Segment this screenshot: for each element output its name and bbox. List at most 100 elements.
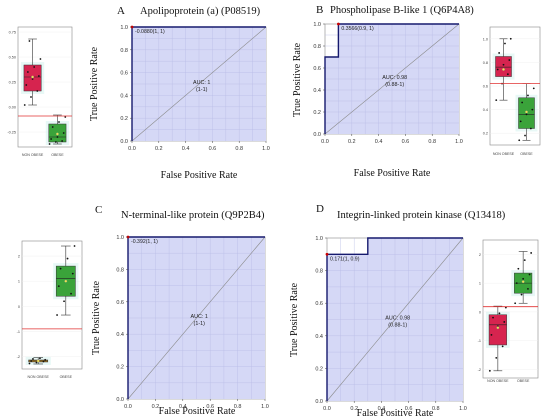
box-point	[504, 306, 507, 309]
x-tick-label: 0.2	[152, 404, 160, 410]
x-tick-label: 1.0	[459, 406, 467, 412]
boxplot-y-tick: 0.6	[483, 85, 488, 89]
box-point	[495, 356, 498, 359]
y-axis-title: True Positive Rate	[91, 280, 102, 355]
x-tick-label: 0.8	[428, 139, 436, 145]
boxplot-y-tick: -1	[478, 339, 481, 343]
cutoff-label: -0.392(1, 1)	[131, 239, 158, 245]
box-mean	[502, 68, 505, 71]
box-point	[35, 361, 38, 364]
panel-letter: D	[316, 203, 324, 215]
cutoff-label: 0.3566(0.9, 1)	[341, 26, 374, 32]
y-tick-label: 1.0	[313, 22, 321, 28]
x-tick-label: 1.0	[455, 139, 463, 145]
box-point	[73, 245, 76, 247]
box-mean	[56, 132, 59, 136]
y-tick-label: 0.8	[116, 267, 124, 273]
boxplot-frame	[482, 239, 539, 379]
box-point	[529, 127, 532, 130]
box-non-obese: NON OBESE	[486, 305, 510, 383]
boxplot-category-label: NON OBESE	[487, 379, 509, 383]
box-point	[531, 108, 534, 111]
boxplot-y-tick: 0	[18, 305, 20, 309]
boxplot-y-tick: 2	[479, 253, 481, 257]
roc-panel-d: D Integrin-linked protein kinase (Q13418)…	[289, 203, 539, 416]
boxplot-y-tick: -2	[478, 368, 481, 372]
auc-ci: (1-1)	[196, 87, 208, 93]
y-tick-label: 0.4	[116, 332, 124, 338]
box-point	[496, 68, 499, 71]
y-tick-label: 0.6	[120, 71, 128, 77]
y-tick-label: 0.6	[116, 300, 124, 306]
box-point	[492, 316, 494, 319]
x-axis-title: False Positive Rate	[354, 168, 431, 179]
x-tick-label: 0.4	[179, 404, 187, 410]
cutoff-point	[337, 22, 340, 26]
x-tick-label: 1.0	[261, 404, 269, 410]
box-obese: OBESE	[53, 245, 79, 379]
panel-title: N-terminal-like protein (Q9P2B4)	[121, 210, 265, 221]
boxplot-y-tick: -2	[17, 355, 20, 359]
box-mean	[525, 110, 528, 114]
box-point	[502, 63, 505, 66]
box-point	[30, 360, 33, 362]
x-tick-label: 0.6	[402, 139, 410, 145]
box-point	[525, 113, 528, 116]
x-axis-title: False Positive Rate	[159, 406, 236, 416]
box-point	[63, 300, 65, 303]
box-mean	[31, 75, 34, 79]
box-point	[506, 73, 509, 76]
x-tick-label: 0.4	[378, 406, 386, 412]
box-point	[25, 84, 28, 86]
boxplot-y-tick: 0.8	[483, 61, 488, 65]
x-tick-label: 0.8	[235, 146, 243, 152]
box-point	[54, 141, 57, 143]
boxplot-y-tick: 2	[18, 255, 20, 259]
box-mean	[36, 359, 40, 363]
boxplot-y-tick: 1	[479, 282, 481, 286]
boxplot-y-tick: 0.50	[9, 56, 16, 60]
y-tick-label: 1.0	[315, 236, 323, 242]
y-tick-label: 0.6	[313, 66, 321, 72]
box-point	[50, 138, 53, 140]
auc-ci: (0.88-1)	[385, 82, 404, 88]
y-tick-label: 1.0	[120, 25, 128, 31]
box-point	[504, 42, 506, 45]
box-point	[528, 273, 531, 276]
panel-title: Integrin-linked protein kinase (Q13418)	[337, 210, 506, 221]
box-point	[527, 287, 529, 290]
box-obese: OBESE	[515, 83, 538, 156]
box-point	[48, 143, 51, 145]
box-point	[523, 259, 526, 262]
x-axis-title: False Positive Rate	[161, 170, 238, 181]
box-obese: OBESE	[511, 251, 535, 383]
box-point	[56, 314, 58, 316]
boxplot-y-tick: 0.4	[483, 108, 488, 112]
y-tick-label: 0.0	[120, 139, 128, 145]
box-point	[66, 257, 69, 260]
box-point	[532, 87, 535, 90]
boxplot-inset: 2 1 0 -1 -2 NON OBESE OBESE	[478, 239, 539, 383]
auc-label: AUC: 1	[191, 314, 208, 320]
box-point	[495, 99, 498, 102]
y-tick-label: 0.2	[116, 365, 124, 371]
y-tick-label: 0.4	[313, 88, 321, 94]
box-non-obese: NON OBESE	[25, 356, 51, 379]
x-tick-label: 0.6	[206, 404, 214, 410]
y-tick-label: 0.0	[315, 399, 323, 405]
box-point	[517, 267, 520, 270]
boxplot-frame	[21, 240, 83, 370]
x-tick-label: 0.4	[375, 139, 383, 145]
box-point	[59, 267, 62, 270]
boxplot-category-label: NON OBESE	[493, 152, 515, 156]
x-tick-label: 0.2	[348, 139, 356, 145]
auc-ci: (1-1)	[194, 321, 206, 327]
box-point	[26, 71, 29, 73]
box-point	[58, 121, 60, 123]
boxplot-y-tick: -1	[17, 330, 20, 334]
box-point	[28, 40, 31, 42]
y-tick-label: 0.2	[315, 366, 323, 372]
box-point	[71, 272, 74, 275]
y-tick-label: 0.8	[315, 269, 323, 275]
boxplot-y-tick: 0.25	[9, 81, 16, 85]
